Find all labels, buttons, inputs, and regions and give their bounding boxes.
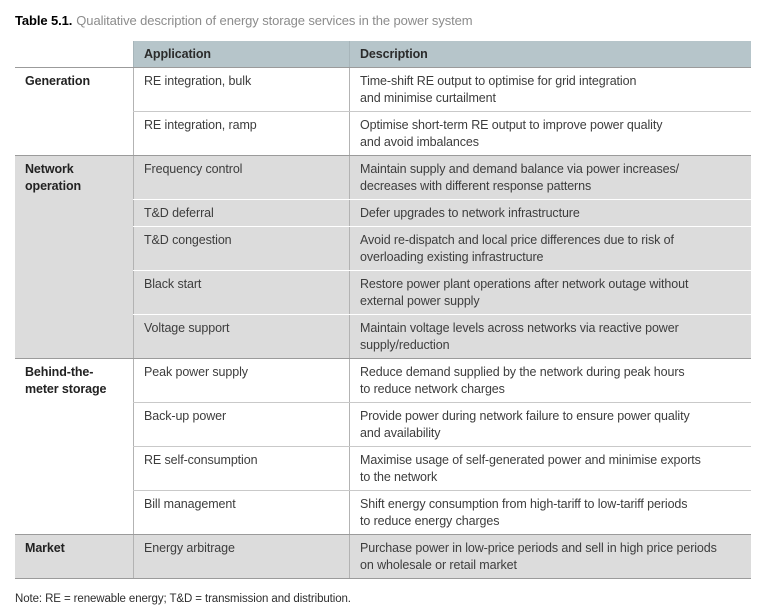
description-cell: Time-shift RE output to optimise for gri… — [349, 68, 751, 111]
footnote: Note: RE = renewable energy; T&D = trans… — [15, 593, 351, 605]
table-title-text: Qualitative description of energy storag… — [76, 13, 473, 28]
application-cell: Black start — [133, 271, 349, 314]
table-row: RE integration, ramp Optimise short-term … — [133, 111, 751, 155]
description-cell: Optimise short-term RE output to improve… — [349, 112, 751, 155]
table-row: Peak power supply Reduce demand supplied … — [133, 359, 751, 402]
description-cell: Restore power plant operations after net… — [349, 271, 751, 314]
application-cell: Bill management — [133, 491, 349, 534]
energy-storage-services-table: Application Description Generation RE int… — [15, 41, 751, 579]
table-row: Energy arbitrage Purchase power in low-pr… — [133, 535, 751, 578]
table-title-label: Table 5.1. — [15, 13, 73, 28]
table-row: Bill management Shift energy consumption … — [133, 490, 751, 534]
application-cell: T&D congestion — [133, 227, 349, 270]
table-header-row: Application Description — [15, 41, 751, 67]
table-row: RE self-consumption Maximise usage of sel… — [133, 446, 751, 490]
description-cell: Shift energy consumption from high-tarif… — [349, 491, 751, 534]
category-cell: Market — [25, 541, 65, 555]
description-cell: Reduce demand supplied by the network du… — [349, 359, 751, 402]
description-cell: Purchase power in low-price periods and … — [349, 535, 751, 578]
column-header-application: Application — [133, 41, 349, 67]
table-title: Table 5.1. Qualitative description of ene… — [15, 12, 751, 29]
column-header-empty — [15, 41, 133, 67]
application-cell: Energy arbitrage — [133, 535, 349, 578]
application-cell: Frequency control — [133, 156, 349, 199]
table-row: Frequency control Maintain supply and dem… — [133, 156, 751, 199]
table-section: Behind-the- meter storage Peak power supp… — [15, 358, 751, 534]
application-cell: RE integration, bulk — [133, 68, 349, 111]
section-rows: Peak power supply Reduce demand supplied … — [133, 359, 751, 534]
table-row: T&D deferral Defer upgrades to network in… — [133, 199, 751, 226]
table-row: Back-up power Provide power during networ… — [133, 402, 751, 446]
application-cell: Peak power supply — [133, 359, 349, 402]
category-cell: Network operation — [25, 162, 82, 193]
category-cell: Behind-the- meter storage — [25, 365, 107, 396]
table-row: RE integration, bulk Time-shift RE output… — [133, 68, 751, 111]
column-header-description: Description — [349, 41, 751, 67]
table-row: Voltage support Maintain voltage levels a… — [133, 314, 751, 358]
description-cell: Avoid re-dispatch and local price differ… — [349, 227, 751, 270]
application-cell: T&D deferral — [133, 200, 349, 226]
section-rows: Frequency control Maintain supply and dem… — [133, 156, 751, 358]
application-cell: Voltage support — [133, 315, 349, 358]
description-cell: Maintain voltage levels across networks … — [349, 315, 751, 358]
application-cell: RE integration, ramp — [133, 112, 349, 155]
application-cell: Back-up power — [133, 403, 349, 446]
table-section: Generation RE integration, bulk Time-shift… — [15, 67, 751, 155]
section-rows: RE integration, bulk Time-shift RE output… — [133, 68, 751, 155]
table-section: Market Energy arbitrage Purchase power in … — [15, 534, 751, 578]
section-rows: Energy arbitrage Purchase power in low-pr… — [133, 535, 751, 578]
table-body: Generation RE integration, bulk Time-shift… — [15, 67, 751, 578]
table-row: Black start Restore power plant operation… — [133, 270, 751, 314]
application-cell: RE self-consumption — [133, 447, 349, 490]
table-section: Network operation Frequency control Mainta… — [15, 155, 751, 358]
table-row: T&D congestion Avoid re-dispatch and loca… — [133, 226, 751, 270]
description-cell: Maximise usage of self-generated power a… — [349, 447, 751, 490]
description-cell: Provide power during network failure to … — [349, 403, 751, 446]
description-cell: Defer upgrades to network infrastructure — [349, 200, 751, 226]
description-cell: Maintain supply and demand balance via p… — [349, 156, 751, 199]
category-cell: Generation — [25, 74, 90, 88]
